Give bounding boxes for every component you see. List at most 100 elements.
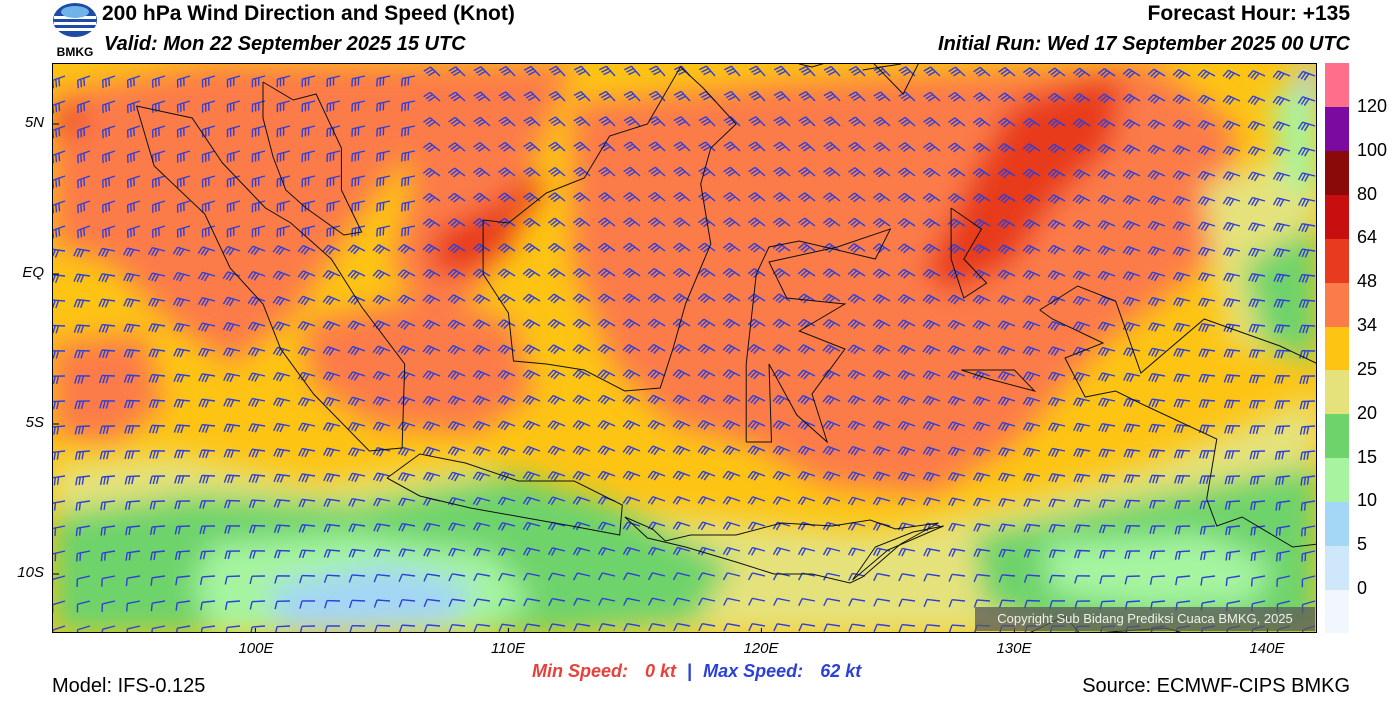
wind-barb xyxy=(98,323,116,334)
wind-barb xyxy=(897,446,916,456)
wind-barb xyxy=(822,217,841,228)
wind-barb xyxy=(497,496,516,506)
wind-barb xyxy=(447,497,466,506)
wind-barb xyxy=(948,66,966,77)
wind-barb xyxy=(547,394,566,405)
colorbar-label: 0 xyxy=(1357,578,1368,599)
wind-barb xyxy=(99,425,116,435)
wind-barb xyxy=(747,470,766,481)
data-source: Source: ECMWF-CIPS BMKG xyxy=(1082,675,1350,697)
wind-barb xyxy=(1300,450,1316,461)
wind-barb xyxy=(572,496,591,505)
wind-barb xyxy=(948,598,966,608)
wind-barb xyxy=(623,166,641,177)
wind-barb xyxy=(1172,297,1191,307)
wind-barb xyxy=(1147,246,1166,256)
wind-barb xyxy=(1048,523,1066,533)
wind-barb xyxy=(423,117,441,127)
wind-barb xyxy=(847,471,866,481)
wind-barb xyxy=(1174,525,1191,535)
wind-barb xyxy=(1249,425,1266,434)
wind-barb xyxy=(1222,171,1241,181)
wind-barb xyxy=(1275,525,1291,537)
wind-barb xyxy=(348,599,366,609)
wind-barb xyxy=(1048,498,1066,508)
wind-barb xyxy=(125,525,141,536)
wind-barb xyxy=(472,522,491,531)
wind-barb xyxy=(199,550,216,560)
colorbar-swatch xyxy=(1325,238,1349,283)
wind-barb xyxy=(53,125,66,139)
wind-barb xyxy=(75,500,91,511)
wind-barb xyxy=(1147,170,1166,180)
wind-barb xyxy=(224,600,241,610)
wind-barb xyxy=(547,318,566,329)
wind-barb xyxy=(1272,70,1291,81)
wind-barb xyxy=(673,166,691,177)
wind-barb xyxy=(447,420,466,431)
wind-barb xyxy=(376,200,391,212)
wind-barb xyxy=(322,371,341,382)
wind-barb xyxy=(423,522,441,532)
wind-barb xyxy=(948,117,966,128)
wind-barb xyxy=(973,523,991,532)
wind-barb xyxy=(123,323,141,333)
wind-barb xyxy=(53,550,66,562)
wind-barb xyxy=(797,217,816,228)
colorbar-label: 34 xyxy=(1357,315,1378,336)
wind-barb xyxy=(622,217,641,228)
wind-barb xyxy=(798,141,816,152)
wind-barb xyxy=(1300,500,1316,512)
wind-barb xyxy=(597,318,616,329)
wind-barb xyxy=(422,319,441,330)
wind-barb xyxy=(972,294,991,305)
wind-barb xyxy=(347,269,366,280)
wind-barb xyxy=(772,318,791,329)
wind-barb xyxy=(1222,69,1241,80)
wind-barb xyxy=(847,369,866,380)
wind-barb xyxy=(873,141,891,152)
wind-barb xyxy=(448,142,466,153)
wind-barb xyxy=(847,445,866,456)
wind-barb xyxy=(1223,272,1241,283)
wind-barb xyxy=(53,525,66,536)
wind-barb xyxy=(1247,171,1266,182)
wind-barb xyxy=(1122,321,1141,332)
wind-barb xyxy=(447,294,466,305)
wind-barb xyxy=(376,175,391,187)
wind-barb xyxy=(98,273,116,283)
wind-barb xyxy=(73,298,91,309)
wind-barb xyxy=(1073,473,1091,483)
wind-barb xyxy=(1275,500,1291,511)
wind-barb xyxy=(348,498,366,507)
wind-barb xyxy=(697,521,716,531)
wind-barb xyxy=(251,175,266,188)
colorbar-swatch xyxy=(1325,545,1349,590)
wind-barb xyxy=(573,623,591,632)
wind-barb xyxy=(1072,194,1091,205)
wind-barb xyxy=(1149,525,1166,534)
wind-barb xyxy=(848,65,866,77)
wind-barb xyxy=(622,572,641,581)
wind-barb xyxy=(53,324,66,334)
wind-barb xyxy=(100,525,116,536)
wind-barb xyxy=(997,320,1016,331)
wind-barb xyxy=(423,548,441,557)
wind-barb xyxy=(1048,549,1066,559)
wind-barb xyxy=(647,572,666,581)
wind-barb xyxy=(1048,447,1066,458)
wind-barb xyxy=(898,91,916,102)
wind-barb xyxy=(1047,346,1066,357)
wind-barb xyxy=(572,572,591,581)
wind-barb xyxy=(198,347,216,358)
colorbar-swatch xyxy=(1325,501,1349,546)
wind-barb xyxy=(248,397,266,408)
wind-barb xyxy=(648,622,666,632)
wind-barb xyxy=(1174,550,1191,560)
wind-barb xyxy=(597,369,616,380)
wind-barb xyxy=(897,167,916,178)
wind-barb xyxy=(972,345,991,356)
colorbar-swatch xyxy=(1325,63,1349,108)
wind-barb xyxy=(272,397,291,407)
wind-barb xyxy=(1022,371,1041,382)
